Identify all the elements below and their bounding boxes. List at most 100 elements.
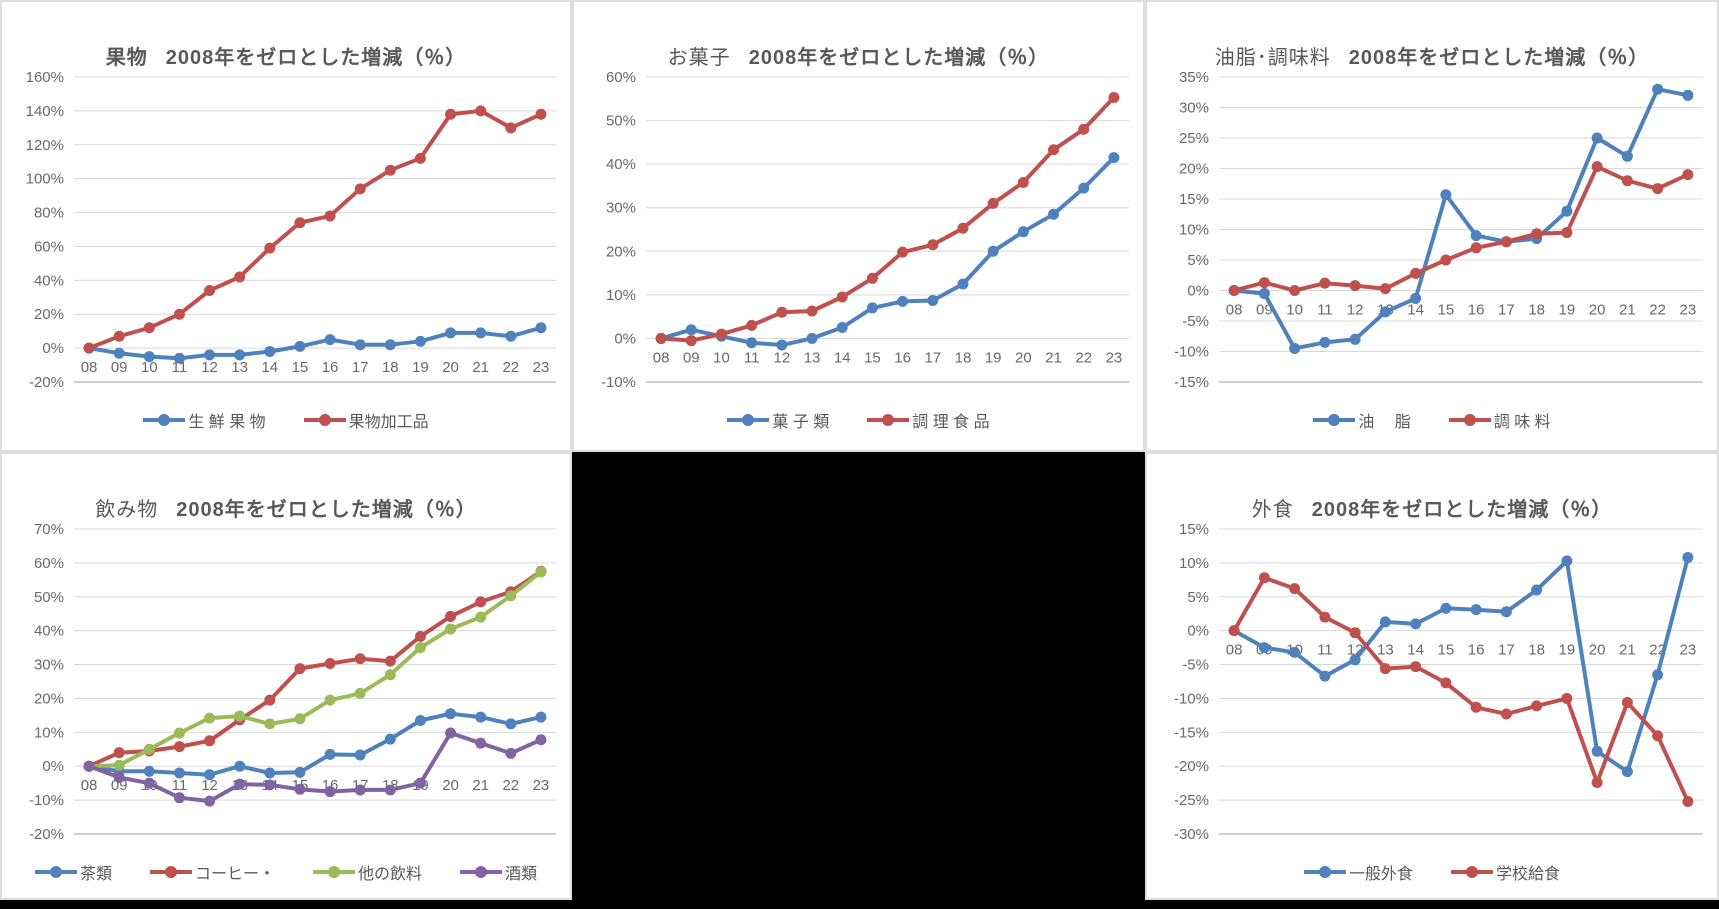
x-axis-tick-label: 14 [261, 359, 278, 376]
data-point-marker [746, 319, 758, 331]
data-point-marker [264, 767, 276, 779]
x-axis-tick-label: 16 [1468, 642, 1485, 659]
legend-label: 菓 子 類 [772, 414, 830, 431]
data-point-marker [113, 759, 125, 771]
chart-title: 飲み物 2008年をゼロとした増減（％） [2, 493, 570, 522]
legend-line-marker-icon [727, 414, 770, 427]
data-point-marker [1652, 83, 1664, 95]
series-line [87, 711, 543, 777]
y-axis-tick-label: -30% [1174, 826, 1209, 843]
data-point-marker [234, 349, 246, 361]
data-point-marker [445, 327, 457, 339]
y-axis-tick-label: -15% [1174, 724, 1209, 741]
data-point-marker [354, 339, 366, 351]
data-point-marker [324, 748, 336, 760]
x-axis-tick-label: 08 [653, 349, 670, 366]
data-point-marker [535, 734, 547, 746]
x-axis-tick-label: 12 [774, 349, 791, 366]
data-point-marker [1410, 292, 1422, 304]
x-axis-tick-label: 10 [713, 349, 730, 366]
data-point-marker [866, 272, 878, 284]
data-point-marker [776, 339, 788, 351]
data-point-marker [264, 694, 276, 706]
legend-item: 一般外食 [1303, 860, 1413, 884]
x-axis-tick-label: 09 [111, 359, 128, 376]
chart-title-main: 2008年をゼロとした増減（％） [165, 46, 467, 69]
data-point-marker [1319, 670, 1331, 682]
x-axis-tick-label: 22 [502, 359, 519, 376]
data-point-marker [113, 747, 125, 759]
y-axis-tick-label: 0% [42, 340, 64, 357]
data-point-marker [1228, 285, 1240, 296]
data-point-marker [1258, 288, 1270, 300]
data-point-marker [204, 735, 216, 747]
data-point-marker [1591, 132, 1603, 144]
data-point-marker [866, 302, 878, 314]
data-point-marker [324, 658, 336, 670]
legend-line-marker-icon [303, 414, 346, 427]
y-axis-tick-label: 15% [1179, 521, 1209, 538]
x-axis-tick-label: 09 [111, 777, 128, 794]
data-point-marker [414, 777, 426, 789]
data-point-marker [1078, 182, 1090, 194]
chart-canvas: -15% -10% -5% 0% 5% 10% 15% 20% 25% 30% 35% 08 09 10 1… [1174, 69, 1703, 391]
x-axis-tick-label: 08 [1226, 642, 1243, 659]
y-axis-tick-label: 30% [606, 200, 636, 217]
x-axis-tick-label: 08 [81, 777, 98, 794]
data-point-marker [535, 322, 547, 334]
data-point-marker [1682, 795, 1694, 807]
y-axis-tick-label: 50% [34, 589, 64, 606]
legend-line-marker-icon [460, 866, 503, 879]
series-line [87, 570, 543, 769]
x-axis-tick-label: 17 [924, 349, 941, 366]
data-point-marker [1228, 625, 1240, 637]
x-axis-tick-label: 10 [141, 359, 158, 376]
y-axis-tick-label: -25% [1174, 792, 1209, 809]
data-point-marker [1379, 283, 1391, 295]
y-axis-tick-label: 20% [606, 243, 636, 260]
y-axis-tick-label: 10% [606, 287, 636, 304]
data-point-marker [294, 663, 306, 675]
data-point-marker [143, 765, 155, 777]
data-point-marker [204, 769, 216, 781]
data-point-marker [685, 324, 697, 336]
y-axis-tick-label: -10% [29, 792, 64, 809]
data-point-marker [1078, 123, 1090, 135]
y-axis-tick-label: 50% [606, 113, 636, 130]
data-point-marker [776, 306, 788, 318]
legend-label: 果物加工品 [348, 414, 429, 431]
data-point-marker [957, 278, 969, 290]
y-axis-tick-label: 20% [1179, 161, 1209, 178]
x-axis-tick-label: 17 [1498, 642, 1515, 659]
legend-item: 油 脂 [1313, 408, 1411, 432]
x-axis-tick-label: 13 [804, 349, 821, 366]
data-point-marker [987, 245, 999, 257]
data-point-marker [1289, 583, 1301, 595]
data-point-marker [1017, 176, 1029, 188]
data-point-marker [535, 711, 547, 723]
data-point-marker [1621, 175, 1633, 187]
data-point-marker [173, 767, 185, 779]
x-axis-tick-label: 11 [172, 777, 188, 794]
y-axis-tick-label: 0% [1187, 283, 1209, 300]
data-point-marker [204, 795, 216, 807]
x-axis-tick-label: 19 [1559, 642, 1576, 659]
data-point-marker [1440, 254, 1452, 266]
chart-title: 油脂･調味料 2008年をゼロとした増減（％） [1147, 41, 1717, 70]
x-axis-tick-label: 20 [1589, 302, 1606, 319]
data-point-marker [1379, 663, 1391, 675]
x-axis-tick-label: 15 [1438, 642, 1455, 659]
x-axis-tick-label: 13 [1377, 642, 1394, 659]
x-axis-tick-label: 22 [1649, 302, 1666, 319]
data-point-marker [204, 712, 216, 724]
data-point-marker [173, 308, 185, 320]
y-axis-tick-label: 40% [34, 623, 64, 640]
data-point-marker [505, 330, 517, 342]
y-axis-tick-label: 60% [606, 69, 636, 86]
x-axis-tick-label: 20 [442, 777, 459, 794]
y-axis-tick-label: 120% [26, 137, 64, 154]
data-point-marker [1319, 611, 1331, 623]
legend-label: 油 脂 [1358, 414, 1411, 431]
legend-item: 調 味 料 [1448, 408, 1551, 432]
legend-item: 酒類 [460, 860, 537, 884]
